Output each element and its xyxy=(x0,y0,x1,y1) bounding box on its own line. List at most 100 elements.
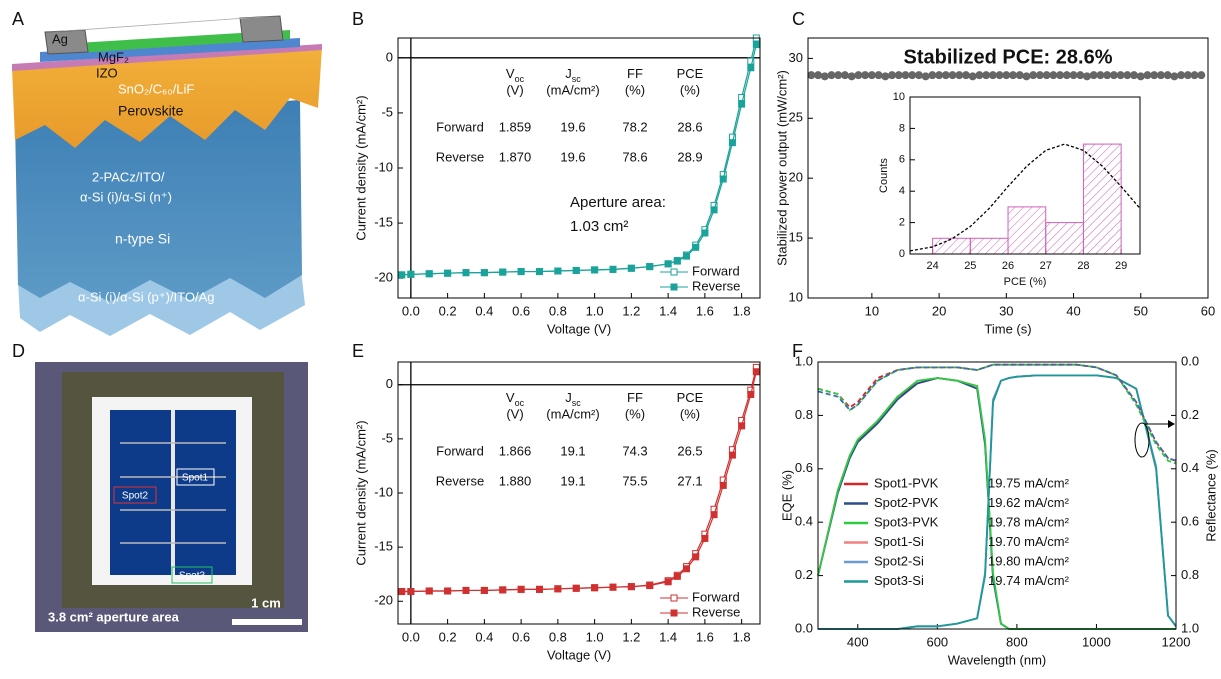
ag-finger xyxy=(239,15,284,43)
axis-arrow-head xyxy=(1168,420,1175,428)
y2-tick-label: 0.8 xyxy=(1181,567,1199,582)
data-point xyxy=(1076,71,1085,80)
data-point xyxy=(480,586,488,594)
fit-curve xyxy=(909,143,1141,252)
x-tick-label: 0.4 xyxy=(475,303,493,318)
y2-axis-label: Reflectance (%) xyxy=(1203,449,1218,541)
data-point xyxy=(1170,72,1179,81)
header-symbol: V xyxy=(506,66,515,81)
x-tick-label: 26 xyxy=(1002,260,1014,272)
table-header: PCE xyxy=(677,390,704,405)
data-point xyxy=(591,584,599,592)
plot-area xyxy=(818,362,1176,629)
data-point xyxy=(499,586,507,594)
y-tick-label: -15 xyxy=(374,215,393,230)
y2-tick-label: 0.0 xyxy=(1181,353,1199,368)
table-header: FF xyxy=(627,66,643,81)
curve-marker xyxy=(1134,422,1150,458)
y-axis-label: Counts xyxy=(878,158,890,193)
spot-label: Spot2 xyxy=(122,491,149,502)
data-point xyxy=(995,71,1004,80)
table-cell: 28.9 xyxy=(677,149,702,164)
y-tick-label: -20 xyxy=(374,593,393,608)
data-point xyxy=(738,93,746,101)
table-header: PCE xyxy=(677,66,704,81)
plot-frame xyxy=(807,37,1209,299)
y-tick-label: 30 xyxy=(789,50,803,65)
data-point xyxy=(646,263,654,271)
data-point xyxy=(1123,71,1132,80)
table-cell: 1.866 xyxy=(499,443,532,458)
data-point xyxy=(1143,71,1152,80)
data-point xyxy=(1082,72,1091,81)
y-tick-label: 0.4 xyxy=(795,514,813,529)
y-tick-label: 15 xyxy=(789,230,803,245)
y-tick-label: 10 xyxy=(789,289,803,304)
x-tick-label: 0.0 xyxy=(402,303,420,318)
data-point xyxy=(914,71,923,80)
data-point xyxy=(1056,71,1065,80)
x-tick-label: 60 xyxy=(1201,303,1215,318)
table-header: Jsc xyxy=(565,390,581,408)
x-tick-label: 10 xyxy=(865,303,879,318)
bar xyxy=(932,237,971,255)
bar xyxy=(969,237,1009,255)
scale-bar xyxy=(232,619,302,625)
y-tick-label: 0 xyxy=(386,49,393,64)
data-point xyxy=(834,71,843,80)
data-point xyxy=(1049,71,1058,80)
table-unit: (V) xyxy=(506,82,523,97)
data-point xyxy=(738,100,746,108)
legend-label: Reverse xyxy=(692,604,740,619)
data-point xyxy=(752,41,760,49)
x-tick-label: 600 xyxy=(926,634,948,649)
data-point xyxy=(517,585,525,593)
data-point xyxy=(1062,71,1071,80)
table-unit: (%) xyxy=(625,406,645,421)
panel-label: F xyxy=(792,341,803,361)
header-symbol: J xyxy=(565,66,572,81)
layer-label: Ag xyxy=(52,31,68,46)
data-point xyxy=(444,269,452,277)
layer-label: n-type Si xyxy=(115,231,170,247)
x-tick-label: 0.6 xyxy=(512,629,530,644)
y-axis-label: EQE (%) xyxy=(779,470,794,521)
table-header: Voc xyxy=(506,66,525,84)
data-point xyxy=(728,451,736,459)
y-tick-label: -20 xyxy=(374,270,393,285)
legend-label: Reverse xyxy=(692,278,740,293)
data-point xyxy=(646,582,654,590)
y-tick-label: 4 xyxy=(899,185,905,197)
panel-label: D xyxy=(12,341,25,361)
data-point xyxy=(854,71,863,80)
data-point xyxy=(682,252,690,260)
data-point xyxy=(480,269,488,277)
plot-area xyxy=(398,38,760,298)
y-axis-label: Stabilized power output (mW/cm²) xyxy=(774,70,789,266)
data-point xyxy=(554,585,562,593)
table-cell: 19.6 xyxy=(560,149,585,164)
header-symbol: FF xyxy=(627,66,643,81)
perovskite-layer xyxy=(12,48,322,148)
x-tick-label: 800 xyxy=(1006,634,1028,649)
data-point xyxy=(609,583,617,591)
bar xyxy=(1007,206,1047,255)
data-point xyxy=(807,71,816,80)
y-tick-label: 0.8 xyxy=(795,407,813,422)
data-point xyxy=(1035,71,1044,80)
data-point xyxy=(701,534,709,542)
data-point xyxy=(747,57,755,65)
data-point xyxy=(444,587,452,595)
data-point xyxy=(1029,71,1038,80)
layer-label: 2-PACz/ITO/ xyxy=(92,169,165,184)
table-header: FF xyxy=(627,390,643,405)
data-point xyxy=(407,270,415,278)
data-point xyxy=(982,71,991,80)
table-cell: 1.870 xyxy=(499,149,532,164)
legend-current: 19.62 mA/cm² xyxy=(988,495,1070,510)
y-tick-label: 0.0 xyxy=(795,620,813,635)
legend-label: Spot3-Si xyxy=(874,573,924,588)
layer-label: MgF₂ xyxy=(98,49,129,64)
bar xyxy=(1045,222,1084,255)
table-cell: 28.6 xyxy=(677,119,702,134)
